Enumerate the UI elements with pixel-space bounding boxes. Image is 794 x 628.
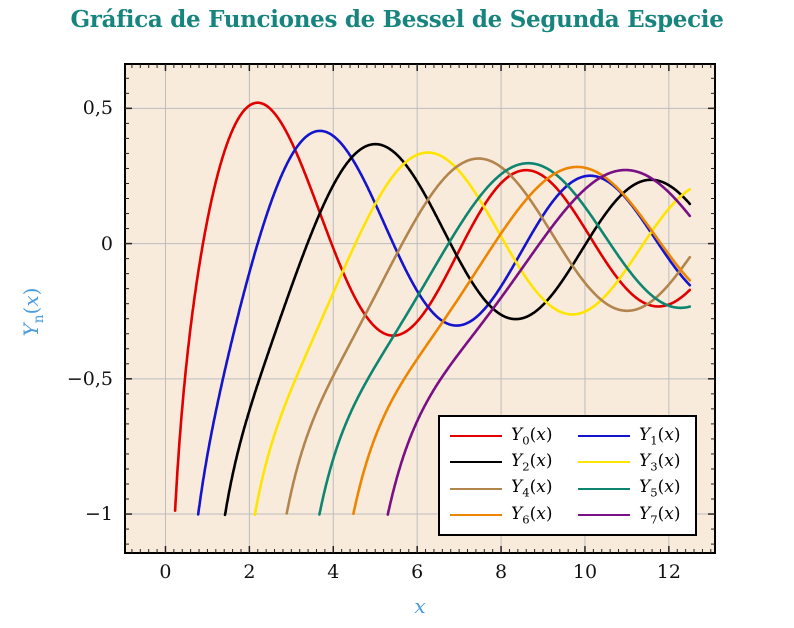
legend-swatch-Y6(x) bbox=[450, 513, 502, 516]
chart-title: Gráfica de Funciones de Bessel de Segund… bbox=[70, 6, 724, 33]
curve-Y3(x) bbox=[253, 151, 692, 517]
curve-Y5(x) bbox=[318, 161, 692, 516]
y-tick-label: −0,5 bbox=[66, 367, 113, 390]
x-tick-label: 4 bbox=[327, 561, 340, 583]
x-tick-label: 2 bbox=[243, 561, 256, 583]
legend-label-Y2(x): Y2(x) bbox=[511, 451, 553, 474]
legend-swatch-Y3(x) bbox=[578, 461, 630, 464]
y-tick-label: 0 bbox=[100, 232, 113, 255]
legend-swatch-Y0(x) bbox=[450, 435, 502, 438]
curve-Y6(x) bbox=[352, 165, 692, 516]
legend-swatch-Y1(x) bbox=[578, 435, 630, 438]
curve-Y7(x) bbox=[386, 168, 692, 516]
legend-label-Y4(x): Y4(x) bbox=[511, 477, 553, 500]
legend-label-Y6(x): Y6(x) bbox=[511, 503, 553, 527]
legend: Y0(x) Y1(x) Y2(x) Y3(x) Y4(x) Y5(x) Y6(x) Y7(x) bbox=[438, 415, 697, 536]
legend-swatch-Y4(x) bbox=[450, 487, 502, 490]
legend-label-Y5(x): Y5(x) bbox=[639, 477, 681, 500]
x-axis-label: x bbox=[414, 594, 426, 618]
x-tick-label: 10 bbox=[572, 561, 598, 583]
legend-label-Y3(x): Y3(x) bbox=[639, 451, 681, 474]
x-tick-label: 12 bbox=[656, 561, 681, 583]
y-tick-label: 0,5 bbox=[82, 97, 113, 120]
curve-Y4(x) bbox=[285, 157, 692, 515]
x-tick-label: 0 bbox=[159, 561, 172, 583]
x-tick-label: 8 bbox=[495, 561, 508, 583]
legend-swatch-Y5(x) bbox=[578, 487, 630, 490]
legend-label-Y7(x): Y7(x) bbox=[639, 503, 681, 527]
plot-border bbox=[124, 63, 716, 554]
curve-Y2(x) bbox=[223, 142, 692, 517]
legend-swatch-Y2(x) bbox=[450, 461, 502, 464]
x-tick-label: 6 bbox=[411, 561, 424, 583]
legend-label-Y1(x): Y1(x) bbox=[639, 424, 681, 448]
legend-label-Y0(x): Y0(x) bbox=[511, 424, 553, 448]
curves-group bbox=[173, 101, 692, 517]
y-tick-label: −1 bbox=[84, 503, 113, 526]
legend-swatch-Y7(x) bbox=[578, 513, 630, 516]
y-axis-label: Yn(x) bbox=[19, 287, 47, 337]
curve-Y0(x) bbox=[173, 101, 692, 512]
